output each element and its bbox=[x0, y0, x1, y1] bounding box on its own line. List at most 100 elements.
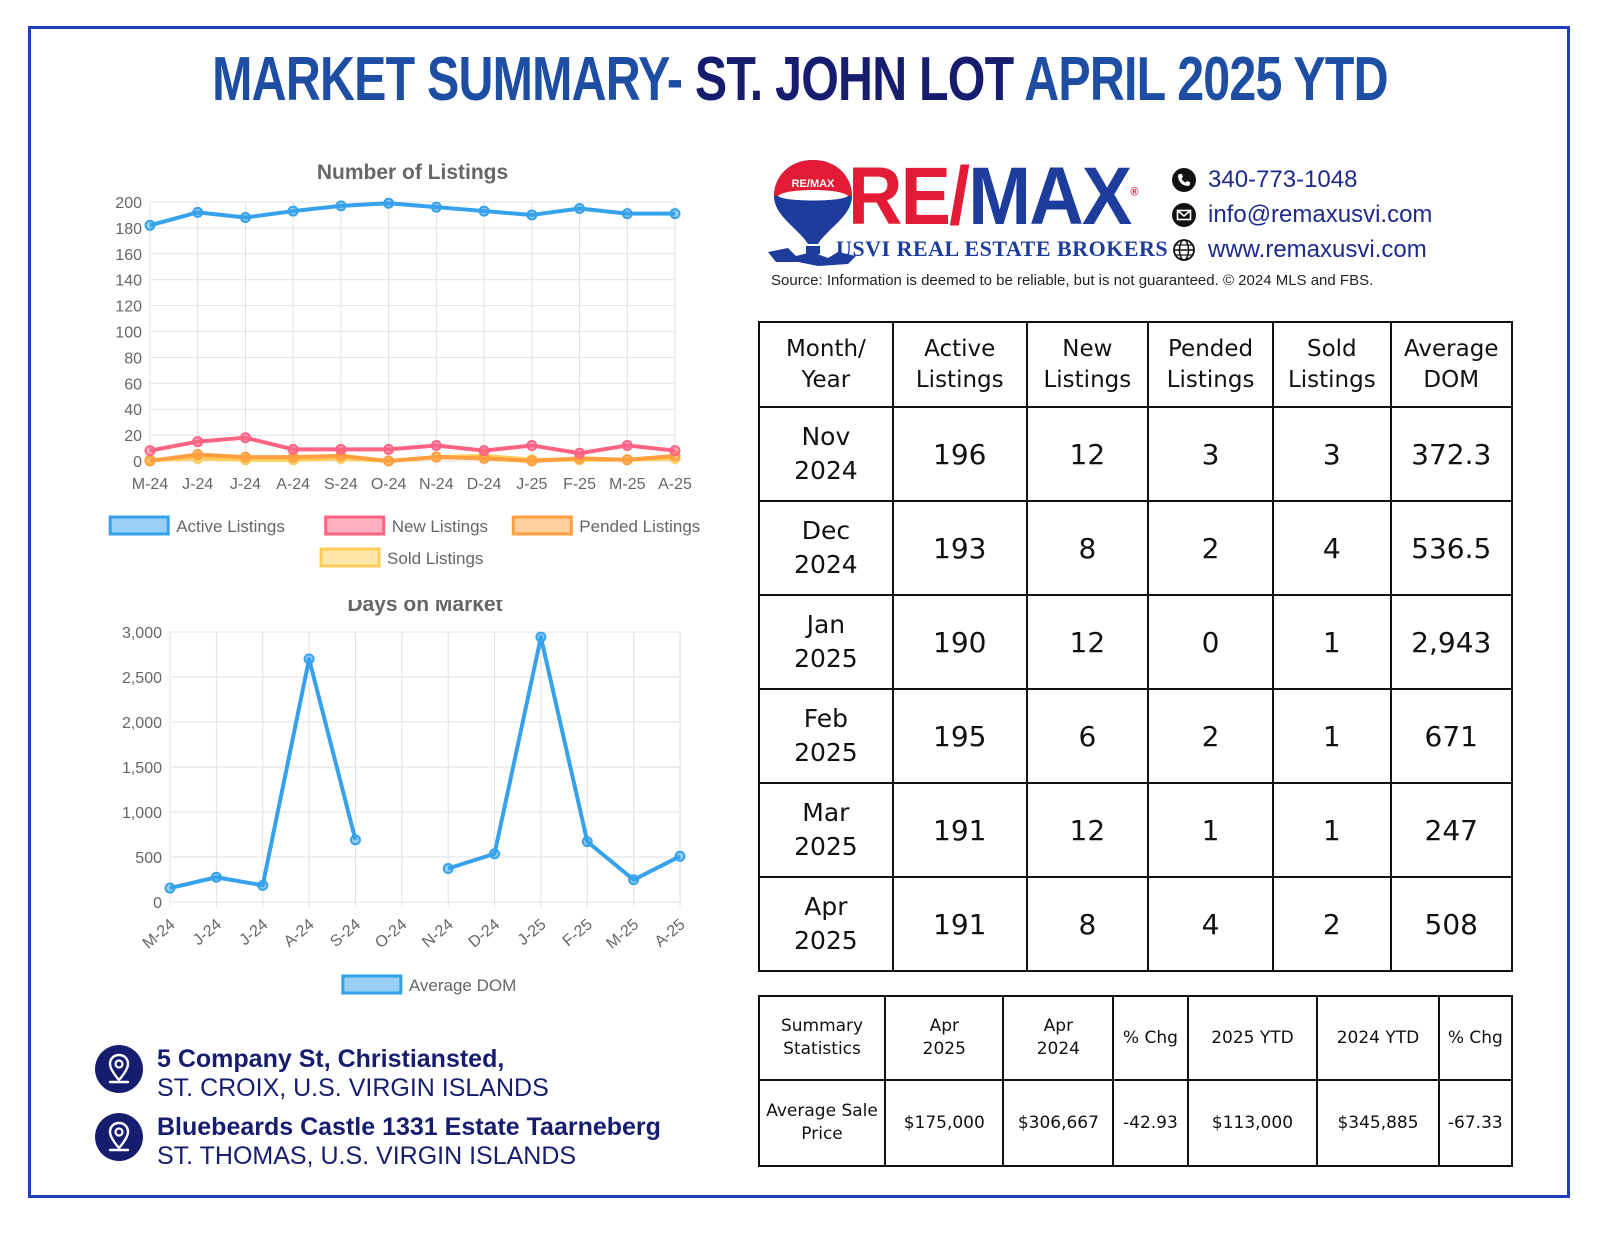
row-label-cell: Feb 2025 bbox=[758, 688, 894, 784]
chart-title: Number of Listings bbox=[317, 161, 508, 184]
data-point bbox=[257, 879, 269, 891]
table-cell: 1 bbox=[1146, 782, 1275, 878]
table-row: Average Sale Price $175,000 $306,667 -42.93… bbox=[757, 1079, 1514, 1167]
table-row: Mar 2025 191 12 1 1 247 bbox=[758, 782, 1514, 878]
table-cell: 536.5 bbox=[1389, 500, 1514, 596]
days-on-market-chart: Days on Market 0 500 1,000 1,500 2,000 2,500 3,… bbox=[122, 600, 689, 995]
table-cell: 3 bbox=[1272, 406, 1392, 502]
column-header: 2024 YTD bbox=[1316, 995, 1440, 1081]
column-header: 2025 YTD bbox=[1186, 995, 1319, 1081]
legend-swatch bbox=[324, 515, 386, 536]
data-point bbox=[478, 205, 490, 217]
legend-entry: New Listings bbox=[392, 517, 488, 536]
data-point bbox=[287, 443, 299, 455]
phone-number: 340-773-1048 bbox=[1208, 165, 1358, 193]
row-label-cell: Apr 2025 bbox=[758, 876, 894, 972]
data-point bbox=[239, 212, 251, 224]
legend-entry: Pended Listings bbox=[579, 517, 700, 536]
table-cell: $306,667 bbox=[1002, 1079, 1115, 1167]
chart-title: Days on Market bbox=[347, 600, 502, 616]
table-row: Nov 2024 196 12 3 3 372.3 bbox=[758, 406, 1514, 502]
data-point bbox=[526, 209, 538, 221]
column-header: Apr 2025 bbox=[884, 995, 1005, 1081]
remax-logo: RE/MAX RE/MAX® USVI REAL ESTATE BROKERS bbox=[768, 151, 1178, 266]
x-tick-label: F-25 bbox=[563, 476, 596, 493]
table-cell: 1 bbox=[1272, 594, 1392, 690]
table-row: Dec 2024 193 8 2 4 536.5 bbox=[758, 500, 1514, 596]
x-tick-label: D-24 bbox=[467, 476, 502, 493]
remax-wordmark: RE/MAX® bbox=[848, 151, 1138, 242]
column-header: Pended Listings bbox=[1146, 321, 1275, 408]
column-header: % Chg bbox=[1112, 995, 1189, 1081]
data-point bbox=[526, 439, 538, 451]
data-point bbox=[239, 432, 251, 444]
data-point bbox=[621, 439, 633, 451]
page-border bbox=[28, 26, 1570, 1198]
table-cell: 190 bbox=[891, 594, 1028, 690]
table-cell: 193 bbox=[891, 500, 1028, 596]
table-cell: $113,000 bbox=[1186, 1079, 1319, 1167]
x-tick-label: M-25 bbox=[609, 476, 646, 493]
series-line-new-listings bbox=[149, 435, 676, 456]
data-point bbox=[430, 451, 442, 463]
contact-website[interactable]: www.remaxusvi.com bbox=[1172, 232, 1432, 267]
data-point bbox=[535, 631, 547, 643]
email-address: info@remaxusvi.com bbox=[1208, 200, 1433, 228]
table-cell: 8 bbox=[1025, 876, 1149, 972]
row-label-cell: Dec 2024 bbox=[758, 500, 894, 596]
table-cell: 4 bbox=[1272, 500, 1392, 596]
y-tick-label: 80 bbox=[124, 350, 142, 367]
x-tick-label: M-24 bbox=[132, 476, 169, 493]
table-cell: 1 bbox=[1272, 782, 1392, 878]
x-tick-label: M-24 bbox=[140, 916, 179, 953]
y-tick-label: 2,500 bbox=[122, 670, 162, 687]
data-point bbox=[239, 451, 251, 463]
location-pin-icon bbox=[95, 1113, 143, 1161]
table-cell: 0 bbox=[1146, 594, 1275, 690]
x-tick-label: J-24 bbox=[182, 476, 213, 493]
data-point bbox=[192, 206, 204, 218]
x-tick-label: S-24 bbox=[327, 916, 364, 951]
data-point bbox=[621, 208, 633, 220]
table-cell: 12 bbox=[1025, 594, 1149, 690]
series-line-pended-listings bbox=[149, 452, 676, 463]
data-point bbox=[210, 871, 222, 883]
x-tick-label: N-24 bbox=[419, 476, 454, 493]
title-part-st-john-lot: ST. JOHN LOT bbox=[694, 45, 1025, 114]
data-point bbox=[526, 455, 538, 467]
y-tick-label: 160 bbox=[115, 247, 142, 264]
data-point bbox=[383, 455, 395, 467]
series-line-average-dom bbox=[447, 635, 681, 882]
table-cell: 671 bbox=[1389, 688, 1514, 784]
table-cell: 2 bbox=[1146, 500, 1275, 596]
data-point bbox=[383, 197, 395, 209]
row-label-cell: Mar 2025 bbox=[758, 782, 894, 878]
x-tick-label: D-24 bbox=[466, 916, 504, 951]
legend-swatch bbox=[319, 547, 381, 568]
y-tick-label: 3,000 bbox=[122, 625, 162, 642]
contact-phone[interactable]: 340-773-1048 bbox=[1172, 162, 1432, 197]
legend-entry: Sold Listings bbox=[387, 549, 483, 568]
contact-email[interactable]: info@remaxusvi.com bbox=[1172, 197, 1432, 232]
column-header: Month/ Year bbox=[758, 321, 894, 408]
data-point bbox=[442, 863, 454, 875]
x-tick-label: F-25 bbox=[560, 916, 596, 950]
table-cell: 247 bbox=[1389, 782, 1514, 878]
column-header: Active Listings bbox=[891, 321, 1028, 408]
email-icon bbox=[1172, 202, 1196, 227]
data-point bbox=[478, 445, 490, 457]
table-cell: 2 bbox=[1272, 876, 1392, 972]
data-point bbox=[489, 848, 501, 860]
table-cell: $345,885 bbox=[1316, 1079, 1440, 1167]
data-point bbox=[335, 200, 347, 212]
x-tick-label: M-25 bbox=[603, 916, 642, 953]
y-tick-label: 120 bbox=[115, 299, 142, 316]
table-row: Feb 2025 195 6 2 1 671 bbox=[758, 688, 1514, 784]
data-point bbox=[303, 653, 315, 665]
y-tick-label: 0 bbox=[153, 895, 162, 912]
table-cell: 196 bbox=[891, 406, 1028, 502]
y-tick-label: 60 bbox=[124, 376, 142, 393]
data-point bbox=[574, 447, 586, 459]
table-cell: 3 bbox=[1146, 406, 1275, 502]
data-point bbox=[628, 874, 640, 886]
